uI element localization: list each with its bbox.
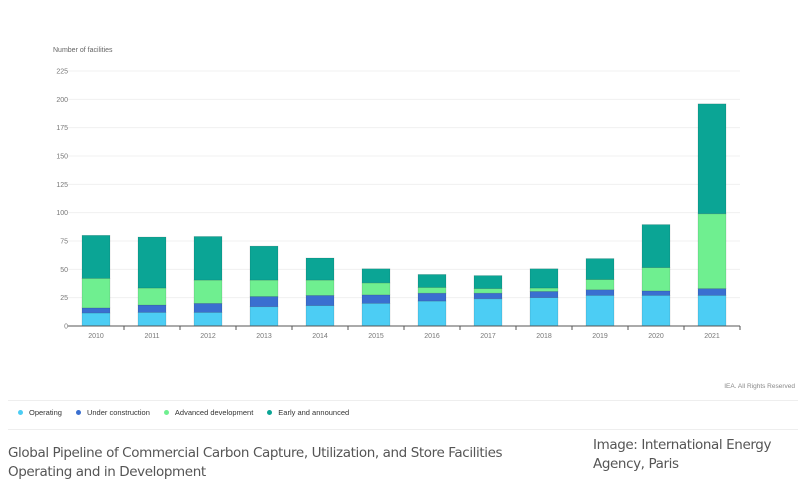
x-tick-label: 2014 [312,333,328,340]
bar-segment-operating[interactable] [473,298,503,327]
figure-caption: Global Pipeline of Commercial Carbon Cap… [8,445,503,480]
bar-segment-advanced-development[interactable] [81,278,111,309]
bar-segment-under-construction[interactable] [697,288,727,296]
gridlines [68,70,740,299]
x-tick-label: 2019 [592,333,608,340]
x-tick-label: 2020 [648,333,664,340]
bar-segment-early-and-announced[interactable] [697,103,727,215]
bar-segment-advanced-development[interactable] [585,279,615,291]
bar-segment-under-construction[interactable] [529,291,559,298]
legend-dot-icon [18,410,23,415]
bar-segment-under-construction[interactable] [473,292,503,300]
bar-segment-early-and-announced[interactable] [529,268,559,289]
y-tick-labels: 0 25 50 75 100 125 150 175 200 225 [56,69,68,331]
y-tick-label: 75 [60,239,68,246]
bar-segment-early-and-announced[interactable] [641,224,671,268]
bar-segment-early-and-announced[interactable] [473,275,503,289]
bar-segment-operating[interactable] [361,303,391,327]
bar-segment-under-construction[interactable] [249,296,279,308]
bar-segment-operating[interactable] [529,297,559,327]
y-tick-label: 150 [56,154,68,161]
x-tick-label: 2018 [536,333,552,340]
y-axis-title: Number of facilities [53,47,113,54]
bar-segment-under-construction[interactable] [361,294,391,304]
bar-segment-early-and-announced[interactable] [585,258,615,280]
bar-segment-advanced-development[interactable] [305,279,335,296]
legend-label: Under construction [86,408,150,417]
legend-item-early-and-announced[interactable]: Early and announced [267,408,349,417]
legend-item-under-construction[interactable]: Under construction [75,408,150,417]
legend-label: Operating [29,408,62,417]
bar-segment-advanced-development[interactable] [697,213,727,289]
y-tick-label: 200 [56,97,68,104]
bar-segment-early-and-announced[interactable] [249,245,279,281]
legend-dot-icon [163,410,169,415]
bar-segment-under-construction[interactable] [193,303,223,313]
bar-segment-under-construction[interactable] [585,289,615,296]
legend-label: Advanced development [174,408,254,417]
x-tick-label: 2016 [424,333,440,340]
bar-segment-advanced-development[interactable] [137,287,167,306]
bar-segment-advanced-development[interactable] [193,279,223,304]
bar-segment-operating[interactable] [305,305,335,327]
divider-bottom [8,429,798,430]
bar-segment-early-and-announced[interactable] [137,236,167,289]
bar-segment-operating[interactable] [697,295,727,327]
legend-dot-icon [267,410,273,415]
bar-segment-under-construction[interactable] [137,304,167,313]
x-axis: 2010 2011 2012 2013 2014 2015 2016 2017 2018 2019… [68,325,741,340]
bar-segment-operating[interactable] [81,312,111,327]
bar-segment-early-and-announced[interactable] [81,235,111,279]
x-tick-label: 2012 [200,333,216,340]
x-tick-label: 2015 [368,333,384,340]
bar-segment-operating[interactable] [193,312,223,327]
y-tick-label: 225 [56,69,68,76]
bar-segment-early-and-announced[interactable] [417,274,447,288]
x-tick-label: 2021 [704,333,720,340]
y-tick-label: 0 [64,324,68,331]
bar-segment-advanced-development[interactable] [529,287,559,292]
bar-segment-under-construction[interactable] [417,292,447,302]
bar-segment-operating[interactable] [249,306,279,327]
bar-segment-operating[interactable] [417,300,447,327]
image-credit: Image: International Energy Agency, Pari… [593,437,772,472]
bar-segment-advanced-development[interactable] [641,267,671,292]
bar-segment-advanced-development[interactable] [361,282,391,296]
y-tick-label: 125 [56,182,68,189]
bar-segment-advanced-development[interactable] [473,288,503,294]
legend-label: Early and announced [278,408,350,417]
bar-segment-advanced-development[interactable] [417,287,447,294]
bar-segment-early-and-announced[interactable] [305,257,335,281]
bar-segment-operating[interactable] [137,312,167,327]
stacked-bar-chart: Number of facilities 0 25 50 75 100 125 150 175… [53,47,741,340]
divider-top [8,400,798,401]
bar-segment-under-construction[interactable] [305,295,335,306]
x-tick-label: 2011 [144,333,159,340]
y-tick-label: 25 [60,295,68,302]
y-tick-label: 50 [60,267,68,274]
bar-segment-operating[interactable] [585,295,615,327]
bar-segment-early-and-announced[interactable] [361,268,391,284]
bar-segment-under-construction[interactable] [641,290,671,296]
legend-dot-icon [75,410,81,415]
legend: Operating Under construction Advanced de… [18,408,349,417]
bars [81,103,727,327]
bar-segment-under-construction[interactable] [81,307,111,314]
bar-segment-operating[interactable] [641,295,671,327]
y-tick-label: 100 [56,210,68,217]
x-tick-label: 2010 [88,333,104,340]
bar-segment-early-and-announced[interactable] [193,236,223,281]
copyright-note: IEA. All Rights Reserved [724,383,795,390]
bar-segment-advanced-development[interactable] [249,279,279,297]
legend-item-advanced-development[interactable]: Advanced development [163,408,254,417]
legend-item-operating[interactable]: Operating [18,408,62,417]
y-tick-label: 175 [56,125,68,132]
x-tick-label: 2013 [256,333,272,340]
x-tick-label: 2017 [480,333,496,340]
